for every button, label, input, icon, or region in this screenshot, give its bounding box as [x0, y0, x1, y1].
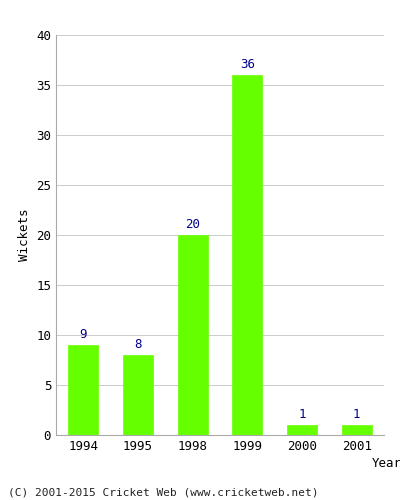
Bar: [178, 235, 208, 435]
Y-axis label: Wickets: Wickets: [18, 209, 30, 261]
Text: 20: 20: [185, 218, 200, 231]
Bar: [342, 425, 372, 435]
Bar: [232, 75, 262, 435]
Text: 36: 36: [240, 58, 255, 71]
Bar: [123, 355, 153, 435]
Bar: [68, 345, 98, 435]
Text: 1: 1: [298, 408, 306, 421]
Text: 1: 1: [353, 408, 360, 421]
Text: 9: 9: [80, 328, 87, 341]
X-axis label: Year: Year: [372, 457, 400, 470]
Bar: [287, 425, 317, 435]
Text: (C) 2001-2015 Cricket Web (www.cricketweb.net): (C) 2001-2015 Cricket Web (www.cricketwe…: [8, 488, 318, 498]
Text: 8: 8: [134, 338, 142, 351]
